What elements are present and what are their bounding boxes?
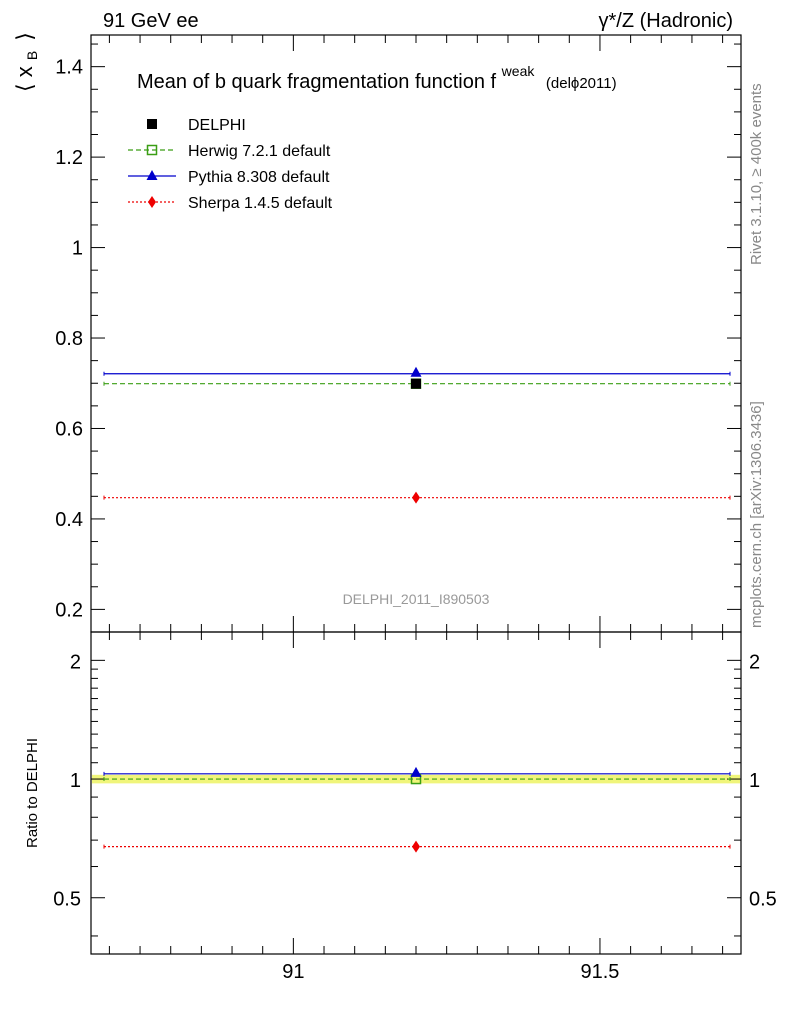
legend-label-sherpa: Sherpa 1.4.5 default <box>188 195 333 212</box>
analysis-watermark: DELPHI_2011_I890503 <box>343 591 490 607</box>
main-y-tick-label: 0.6 <box>55 418 83 440</box>
main-y-axis-label-close: ⟩ <box>12 32 37 41</box>
main-y-axis-label-subscript: B <box>24 51 40 60</box>
main-y-tick-label: 1.2 <box>55 147 83 169</box>
main-delphi-marker <box>411 378 421 389</box>
ratio-y-tick-label-right: 1 <box>749 770 760 792</box>
legend-label-pythia: Pythia 8.308 default <box>188 169 330 186</box>
main-y-tick-label: 1 <box>72 238 83 260</box>
ratio-pythia-marker <box>410 766 422 777</box>
ratio-y-tick-label-left: 0.5 <box>53 889 81 911</box>
main-sherpa-marker <box>412 491 420 504</box>
legend-marker-delphi <box>147 119 157 129</box>
energy-label: 91 GeV ee <box>103 10 199 32</box>
legend-marker-pythia <box>146 170 158 180</box>
main-y-tick-label: 0.8 <box>55 328 83 350</box>
main-y-axis-label-main: ⟨ x <box>12 66 37 92</box>
main-y-tick-label: 1.4 <box>55 57 83 79</box>
main-panel: 0.2 0.4 0.6 0.8 1 1.2 1.4 Mean of b quark frag… <box>12 32 742 633</box>
chart-title-superscript: weak <box>501 63 536 79</box>
ratio-y-tick-label-left: 1 <box>70 770 81 792</box>
chart-title-main: Mean of b quark fragmentation function f <box>137 71 497 93</box>
ratio-series <box>103 766 731 853</box>
process-label: γ*/Z (Hadronic) <box>599 10 733 32</box>
x-tick-label: 91 <box>282 961 304 983</box>
legend-label-delphi: DELPHI <box>188 117 246 134</box>
ratio-ticks: 0.5 0.5 1 1 2 2 <box>53 632 777 954</box>
chart-title: Mean of b quark fragmentation function f… <box>137 59 617 93</box>
chart-title-suffix: (delϕ2011) <box>546 75 617 92</box>
ratio-frame <box>90 631 742 955</box>
main-y-axis-label: ⟨ x B ⟩ <box>12 32 42 92</box>
legend-label-herwig: Herwig 7.2.1 default <box>188 143 331 160</box>
ratio-y-tick-label-right: 0.5 <box>749 889 777 911</box>
ratio-y-tick-label-left: 2 <box>70 651 81 673</box>
main-series <box>103 366 731 504</box>
rivet-label: Rivet 3.1.10, ≥ 400k events <box>748 83 765 265</box>
legend-item-delphi: DELPHI <box>147 117 246 134</box>
x-tick-label: 91.5 <box>580 961 619 983</box>
legend-item-herwig: Herwig 7.2.1 default <box>128 143 331 160</box>
main-pythia-marker <box>410 366 422 377</box>
legend-marker-sherpa <box>148 196 156 208</box>
ratio-panel: 0.5 0.5 1 1 2 2 Ratio to DELPHI <box>24 631 777 955</box>
mcplots-label: mcplots.cern.ch [arXiv:1306.3436] <box>748 401 765 628</box>
ratio-sherpa-marker <box>412 840 420 853</box>
legend-item-sherpa: Sherpa 1.4.5 default <box>128 195 333 212</box>
legend-marker-herwig <box>146 144 158 156</box>
legend-item-pythia: Pythia 8.308 default <box>128 169 330 186</box>
main-y-tick-label: 0.4 <box>55 509 83 531</box>
ratio-y-axis-label: Ratio to DELPHI <box>24 738 41 848</box>
main-ticks: 0.2 0.4 0.6 0.8 1 1.2 1.4 <box>55 35 741 633</box>
legend: DELPHI Herwig 7.2.1 default Pythia 8.308 d… <box>128 117 333 212</box>
main-y-tick-label: 0.2 <box>55 599 83 621</box>
x-axis-labels: 91 91.5 <box>282 961 619 983</box>
ratio-y-tick-label-right: 2 <box>749 651 760 673</box>
